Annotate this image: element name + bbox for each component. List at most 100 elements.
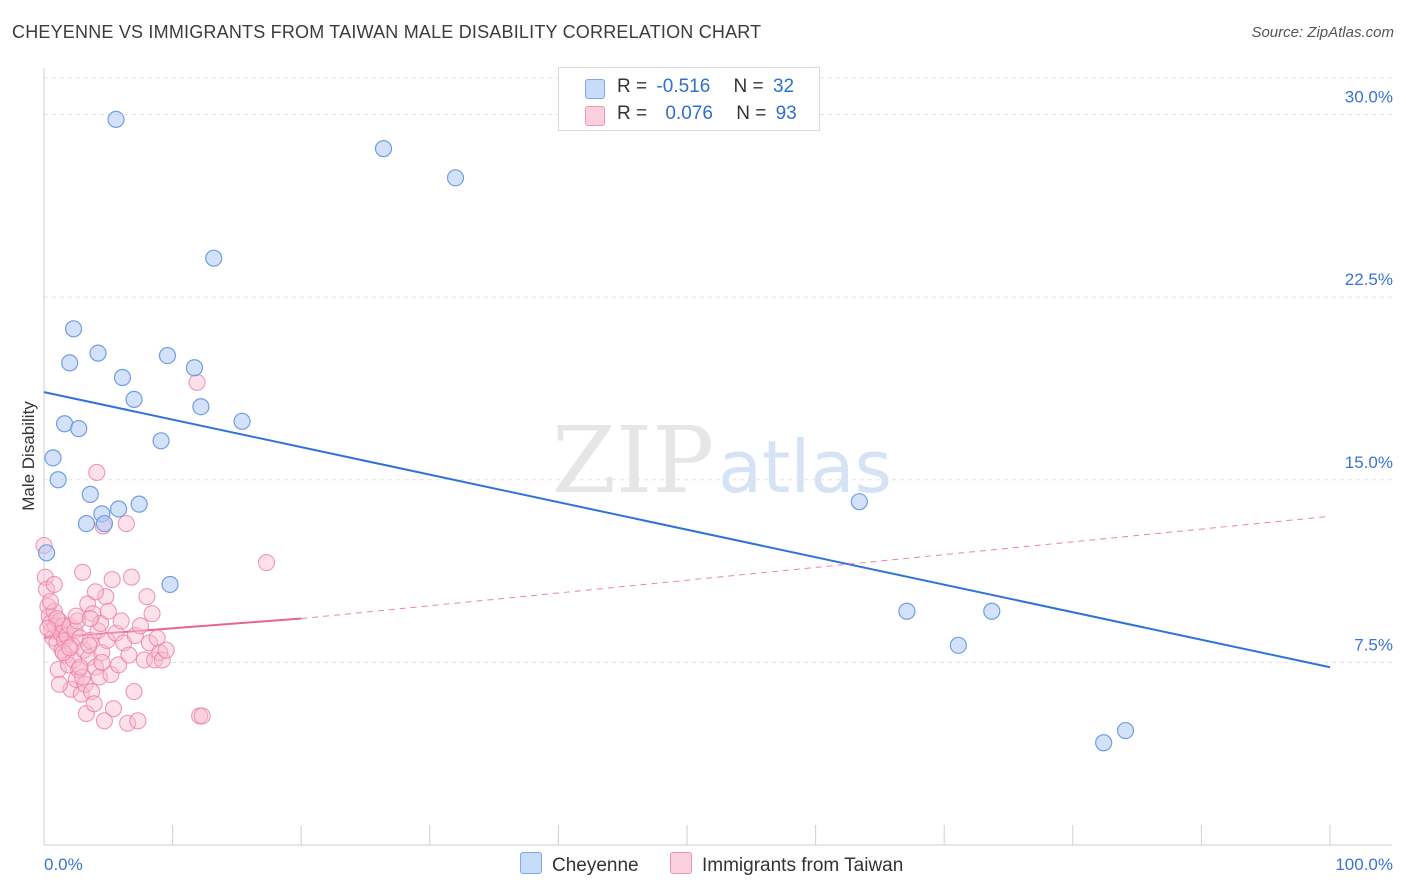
point-cheyenne	[949, 636, 967, 654]
point-taiwan	[39, 619, 57, 637]
point-cheyenne	[850, 493, 868, 511]
point-cheyenne	[446, 169, 465, 187]
y-tick-label: 30.0%	[1345, 88, 1393, 107]
point-cheyenne	[49, 471, 67, 489]
point-cheyenne	[161, 575, 179, 594]
point-cheyenne	[192, 398, 210, 416]
series-cheyenne-points	[37, 110, 1135, 752]
point-taiwan	[45, 575, 63, 594]
point-taiwan	[188, 373, 206, 391]
point-cheyenne	[113, 368, 132, 387]
y-tick-label: 7.5%	[1354, 635, 1393, 654]
legend-swatch-pink	[585, 106, 605, 126]
chart-title: CHEYENNE VS IMMIGRANTS FROM TAIWAN MALE …	[12, 22, 762, 42]
legend-n-label: N =	[733, 76, 764, 97]
point-cheyenne	[1116, 721, 1135, 740]
point-taiwan	[120, 646, 138, 664]
point-cheyenne	[61, 354, 79, 372]
legend-r-label: R =	[617, 76, 648, 97]
point-taiwan	[126, 627, 144, 645]
point-cheyenne	[107, 110, 125, 128]
regression-line-cheyenne	[43, 391, 1331, 669]
point-cheyenne	[130, 495, 148, 513]
point-cheyenne	[77, 514, 96, 533]
watermark: ZIP atlas	[552, 407, 892, 514]
point-taiwan	[257, 553, 276, 572]
point-taiwan	[93, 653, 111, 671]
point-cheyenne	[205, 249, 223, 267]
point-cheyenne	[81, 485, 99, 503]
point-taiwan	[117, 515, 135, 533]
point-cheyenne	[44, 449, 62, 467]
bottom-legend-label: Immigrants from Taiwan	[702, 855, 904, 876]
point-cheyenne	[109, 500, 128, 518]
point-taiwan	[61, 639, 79, 657]
point-taiwan	[129, 712, 147, 730]
point-taiwan	[41, 592, 59, 611]
point-taiwan	[80, 636, 98, 654]
point-cheyenne	[64, 320, 83, 338]
point-taiwan	[148, 629, 166, 647]
legend-swatch-blue	[585, 79, 605, 99]
legend-box: R = -0.516 N = 32 R = 0.076 N = 93	[558, 67, 820, 131]
point-taiwan	[131, 617, 149, 635]
point-taiwan	[95, 712, 113, 730]
legend-n-value: 32	[772, 76, 795, 97]
watermark-zip: ZIP	[552, 407, 714, 514]
point-taiwan	[97, 588, 115, 606]
source-label: Source: ZipAtlas.com	[1251, 24, 1394, 41]
series-taiwan-points	[35, 373, 276, 732]
point-cheyenne	[158, 346, 177, 365]
point-taiwan	[86, 583, 104, 601]
point-cheyenne	[37, 544, 56, 562]
legend-r-label: R =	[617, 103, 648, 124]
point-cheyenne	[70, 420, 88, 438]
axes	[43, 68, 1392, 846]
point-taiwan	[153, 651, 171, 669]
bottom-legend-swatch-blue	[520, 852, 542, 874]
x-tick-label: 0.0%	[44, 855, 83, 874]
point-taiwan	[81, 610, 99, 628]
grid-lines	[44, 77, 1392, 663]
point-cheyenne	[125, 390, 143, 409]
legend-n-value: 93	[775, 103, 797, 124]
bottom-legend-cheyenne: Cheyenne	[520, 852, 639, 877]
point-taiwan	[49, 661, 67, 679]
legend-n-label: N =	[736, 103, 767, 124]
point-taiwan	[119, 714, 137, 732]
point-cheyenne	[185, 359, 204, 377]
point-cheyenne	[898, 602, 916, 620]
bottom-legend-taiwan: Immigrants from Taiwan	[670, 852, 903, 877]
point-taiwan	[112, 612, 130, 630]
point-cheyenne	[374, 140, 393, 158]
point-taiwan	[85, 695, 103, 713]
point-taiwan	[92, 614, 110, 632]
y-tick-label: 15.0%	[1345, 453, 1393, 472]
point-taiwan	[79, 595, 97, 613]
regression-line-taiwan-dashed	[301, 515, 1331, 620]
point-taiwan	[50, 675, 68, 693]
legend-r-value: -0.516	[656, 76, 711, 97]
point-taiwan	[125, 683, 143, 701]
point-taiwan	[71, 658, 89, 676]
point-taiwan	[103, 571, 121, 589]
point-taiwan	[138, 588, 156, 606]
point-taiwan	[88, 463, 106, 482]
point-cheyenne	[1095, 734, 1113, 752]
point-taiwan	[99, 602, 117, 620]
point-taiwan	[135, 651, 153, 669]
point-taiwan	[143, 605, 161, 623]
y-tick-label: 22.5%	[1345, 270, 1393, 289]
point-taiwan	[67, 607, 85, 625]
point-taiwan	[104, 700, 122, 718]
tick-labels: 7.5% 15.0% 22.5% 30.0% 0.0% 100.0%	[44, 88, 1393, 874]
point-cheyenne	[89, 344, 107, 362]
point-taiwan	[72, 685, 90, 703]
bottom-legend-swatch-pink	[670, 852, 692, 874]
x-tick-label: 100.0%	[1335, 855, 1393, 874]
point-taiwan	[74, 668, 92, 686]
point-cheyenne	[233, 412, 251, 430]
point-taiwan	[98, 631, 116, 650]
point-taiwan	[122, 568, 140, 586]
